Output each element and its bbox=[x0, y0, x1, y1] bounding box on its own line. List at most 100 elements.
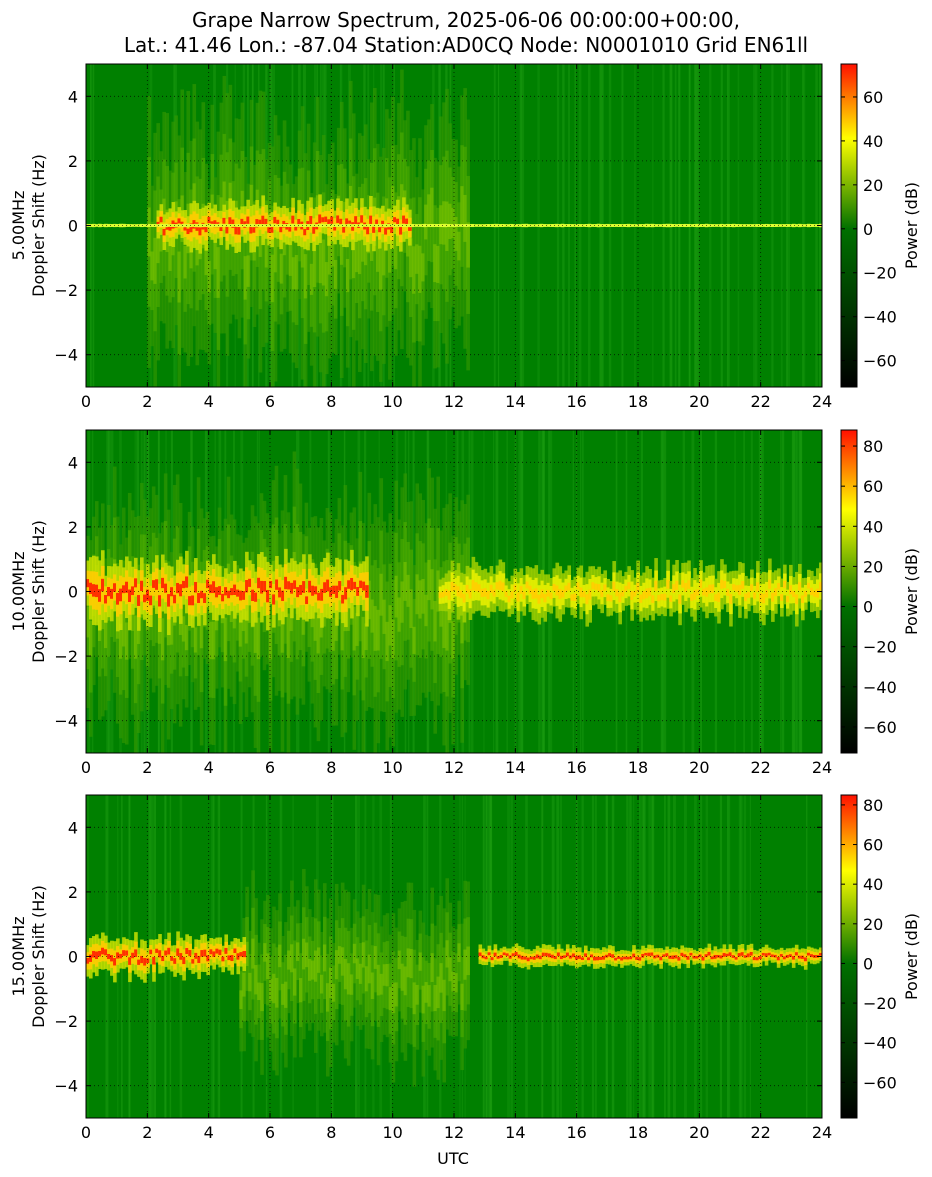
signal-band-core bbox=[412, 626, 417, 654]
signal-band-mid bbox=[133, 570, 138, 704]
signal-band-core bbox=[390, 225, 394, 233]
signal-band-core bbox=[160, 618, 165, 661]
signal-band-mid bbox=[242, 947, 246, 1022]
signal-band-outer bbox=[373, 894, 378, 1021]
signal-band-mid bbox=[169, 587, 174, 674]
signal-band-core bbox=[164, 950, 168, 956]
signal-band-core bbox=[95, 584, 99, 598]
signal-band-core bbox=[400, 963, 405, 991]
signal-band-core bbox=[290, 582, 294, 594]
signal-band-core bbox=[498, 580, 503, 590]
signal-band-core bbox=[402, 215, 406, 224]
signal-band-mid bbox=[415, 214, 419, 305]
signal-band-core bbox=[397, 950, 402, 970]
signal-band-core bbox=[459, 590, 464, 599]
signal-band-core bbox=[665, 953, 669, 957]
signal-band-outer bbox=[199, 508, 204, 746]
signal-band-mid bbox=[445, 912, 450, 996]
colorbar-tick-label: −60 bbox=[863, 1073, 897, 1092]
x-tick-label: 10 bbox=[382, 392, 402, 411]
signal-band-core bbox=[794, 224, 799, 227]
signal-band-outer bbox=[439, 530, 443, 694]
signal-band-core bbox=[590, 954, 594, 958]
colorbar-tick-label: −40 bbox=[863, 308, 897, 327]
signal-band-core bbox=[360, 223, 365, 262]
signal-band-core bbox=[323, 224, 327, 227]
signal-band-mid bbox=[327, 199, 332, 313]
signal-band-outer bbox=[294, 176, 299, 369]
signal-band-core bbox=[653, 955, 657, 959]
signal-band-core bbox=[309, 263, 314, 295]
signal-band-mid bbox=[376, 933, 381, 1027]
signal-band-core bbox=[384, 227, 388, 235]
signal-band-core bbox=[534, 588, 539, 599]
signal-band-core bbox=[508, 955, 513, 959]
signal-band-core bbox=[334, 950, 339, 980]
signal-band-outer bbox=[322, 883, 327, 1033]
signal-band-outer bbox=[430, 477, 434, 702]
signal-band-core bbox=[686, 956, 691, 960]
signal-band-outer bbox=[406, 882, 411, 1044]
signal-band-core bbox=[807, 582, 811, 589]
signal-band-core bbox=[629, 956, 633, 960]
signal-band-core bbox=[329, 224, 333, 227]
signal-band-outer bbox=[299, 922, 303, 1058]
signal-band-core bbox=[695, 956, 700, 959]
signal-band-core bbox=[164, 224, 168, 227]
signal-band-core bbox=[504, 591, 509, 597]
signal-band-mid bbox=[409, 198, 413, 318]
signal-band-core bbox=[519, 585, 524, 594]
signal-band-mid bbox=[328, 936, 333, 1030]
signal-band-core bbox=[119, 224, 123, 227]
signal-band-core bbox=[386, 224, 391, 227]
signal-band-core bbox=[122, 950, 126, 956]
signal-band-core bbox=[594, 583, 598, 590]
signal-band-core bbox=[749, 951, 754, 956]
signal-band-outer bbox=[269, 928, 273, 1052]
signal-band-core bbox=[517, 954, 522, 959]
signal-band-core bbox=[803, 957, 808, 962]
signal-band-core bbox=[322, 944, 327, 972]
signal-band-core bbox=[275, 224, 279, 227]
signal-band-core bbox=[722, 953, 727, 957]
signal-band-mid bbox=[337, 927, 342, 982]
x-tick-label: 24 bbox=[812, 392, 832, 411]
signal-band-mid bbox=[184, 599, 189, 677]
signal-band-core bbox=[532, 956, 537, 960]
signal-band-mid bbox=[400, 538, 405, 666]
colorbar-tick-label: 40 bbox=[863, 875, 883, 894]
signal-band-mid bbox=[355, 937, 360, 1001]
signal-band-outer bbox=[391, 96, 395, 315]
signal-band-core bbox=[746, 953, 751, 958]
signal-band-outer bbox=[316, 889, 321, 1031]
signal-band-core bbox=[421, 253, 425, 282]
signal-band-core bbox=[319, 974, 324, 994]
x-tick-label: 14 bbox=[505, 1123, 525, 1142]
signal-band-core bbox=[326, 579, 330, 592]
signal-band-mid bbox=[254, 934, 258, 1025]
signal-band-core bbox=[442, 979, 447, 1012]
colorbar-tick-label: 0 bbox=[863, 598, 873, 617]
signal-band-mid bbox=[385, 941, 390, 1010]
signal-band-outer bbox=[124, 537, 129, 745]
signal-band-core bbox=[765, 589, 769, 598]
signal-band-core bbox=[526, 957, 531, 962]
signal-band-core bbox=[308, 958, 312, 981]
signal-band-core bbox=[647, 224, 652, 227]
signal-band-core bbox=[336, 215, 340, 223]
signal-band-core bbox=[313, 602, 318, 641]
signal-band-core bbox=[645, 588, 649, 599]
signal-band-core bbox=[717, 592, 721, 603]
signal-band-outer bbox=[427, 119, 431, 303]
signal-band-core bbox=[585, 594, 590, 605]
signal-band-mid bbox=[247, 565, 252, 652]
signal-band-outer bbox=[343, 889, 348, 1059]
signal-band-core bbox=[495, 582, 500, 590]
signal-band-core bbox=[385, 964, 390, 987]
signal-band-outer bbox=[177, 135, 182, 387]
signal-band-core bbox=[290, 944, 294, 973]
signal-band-core bbox=[530, 224, 535, 227]
signal-band-mid bbox=[246, 223, 251, 320]
signal-band-core bbox=[248, 578, 252, 587]
signal-band-core bbox=[183, 245, 188, 279]
